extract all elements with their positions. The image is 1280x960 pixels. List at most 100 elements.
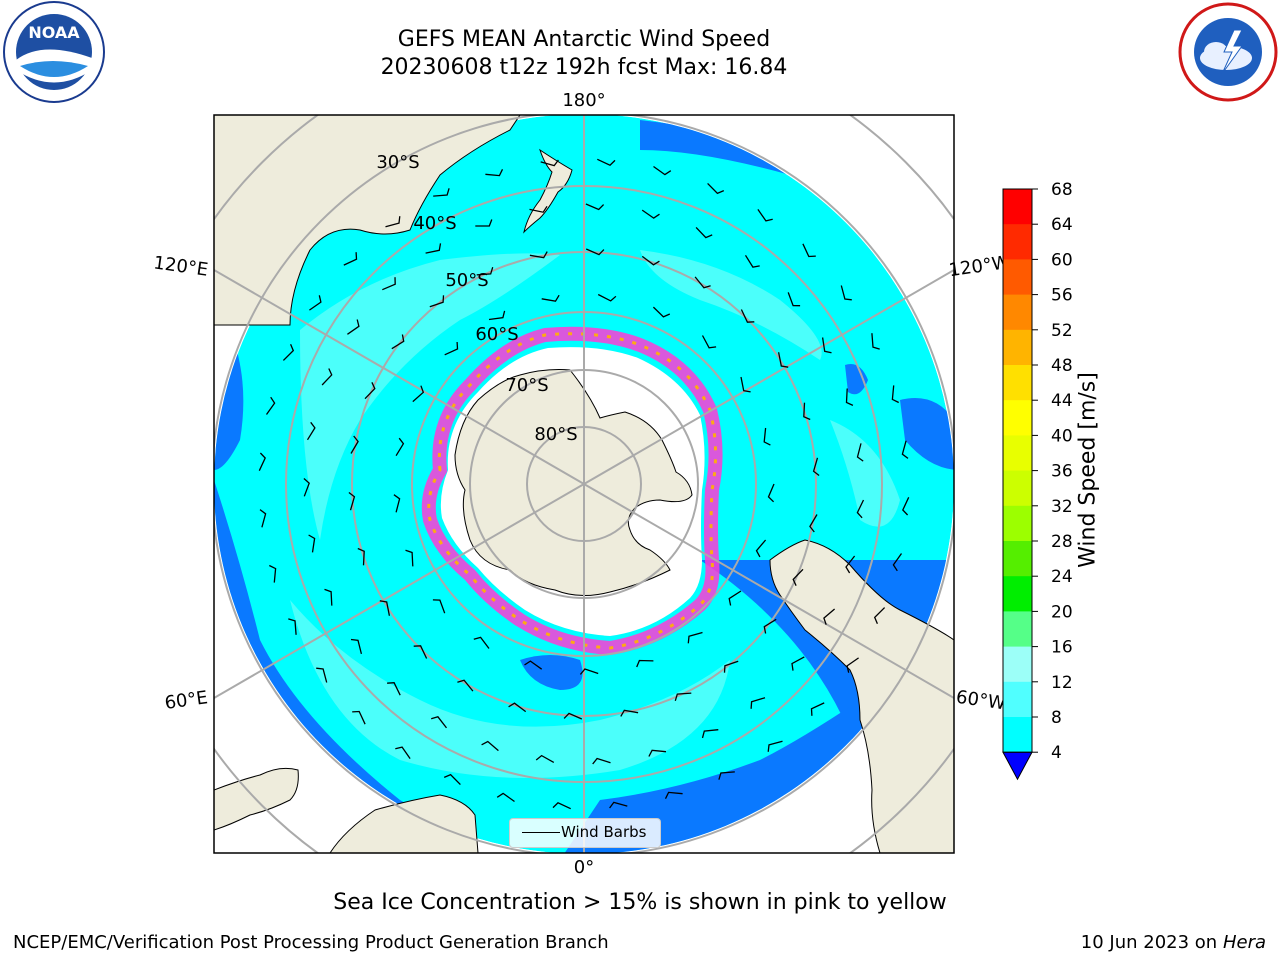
wind-barb xyxy=(641,255,660,266)
wind-barb xyxy=(265,396,276,415)
wind-barb xyxy=(873,607,886,625)
sea-ice-note: Sea Ice Concentration > 15% is shown in … xyxy=(333,890,947,915)
wind-barb xyxy=(674,692,692,701)
wind-barb xyxy=(395,746,411,759)
wind-barb xyxy=(592,757,611,765)
wind-barb xyxy=(810,702,825,716)
wind-barb xyxy=(443,773,461,786)
wind-barb xyxy=(529,251,548,259)
colorbar-tick-label: 12 xyxy=(1051,673,1073,693)
wind-barb xyxy=(412,385,425,403)
wind-barb xyxy=(664,791,683,799)
wind-barb xyxy=(620,709,639,717)
wind-barb xyxy=(728,590,742,606)
wind-barb xyxy=(740,376,751,393)
wind-barb xyxy=(485,169,504,177)
colorbar-tick-label: 20 xyxy=(1051,602,1073,622)
wind-barb xyxy=(535,754,555,763)
wind-barb xyxy=(357,547,365,566)
colorbar-segment xyxy=(1003,224,1032,260)
legend-label: Wind Barbs xyxy=(561,823,647,841)
wind-barb xyxy=(347,319,360,335)
wind-barb xyxy=(585,203,605,211)
wind-barb xyxy=(845,388,854,406)
wind-barb xyxy=(496,792,515,803)
wind-barb xyxy=(653,165,672,176)
chart-title: GEFS MEAN Antarctic Wind Speed xyxy=(397,27,771,52)
colorbar-label: Wind Speed [m/s] xyxy=(1075,372,1101,568)
wind-barb xyxy=(387,682,401,696)
colorbar-segment xyxy=(1003,576,1032,612)
wind-barb xyxy=(350,435,359,454)
wind-barb xyxy=(791,656,805,671)
wind-barb xyxy=(324,588,333,606)
footer-date: 10 Jun 2023 on xyxy=(1080,932,1218,953)
wind-barb xyxy=(488,310,506,321)
legend-line xyxy=(522,832,560,833)
wind-barb xyxy=(792,568,804,586)
footer-timestamp: 10 Jun 2023 on Hera xyxy=(1081,932,1266,953)
colorbar-segment xyxy=(1003,189,1032,225)
wind-barb xyxy=(585,248,605,256)
wind-barb xyxy=(787,292,801,307)
wind-barb xyxy=(348,491,356,511)
wind-barb xyxy=(840,285,852,301)
wind-barb xyxy=(750,697,766,709)
wind-barb xyxy=(701,729,719,739)
colorbar-tick-label: 8 xyxy=(1051,708,1062,728)
wind-barb xyxy=(343,252,358,266)
graticule xyxy=(214,115,954,853)
wind-barb xyxy=(755,539,767,558)
wind-barb xyxy=(856,443,864,462)
meridian-label-120e: 120°E xyxy=(152,252,209,280)
colorbar-segment xyxy=(1003,505,1032,542)
colorbar-tick-label: 64 xyxy=(1051,215,1073,235)
wind-barb xyxy=(767,740,783,752)
wind-barb xyxy=(809,514,818,533)
wind-barb xyxy=(763,618,777,634)
wind-barb xyxy=(321,368,333,386)
wind-barb xyxy=(385,216,401,228)
wind-barb xyxy=(475,219,493,227)
colorbar-segment xyxy=(1003,611,1032,648)
meridian-label-180: 180° xyxy=(562,90,605,111)
wind-barb xyxy=(395,437,405,457)
wind-barb xyxy=(413,645,428,659)
colorbar-segment xyxy=(1003,259,1032,296)
colorbar-extend-arrow xyxy=(1002,751,1033,781)
wind-barb xyxy=(541,294,560,302)
wind-barb xyxy=(563,712,583,720)
colorbar-tick-label: 28 xyxy=(1051,532,1073,552)
wind-barb xyxy=(744,254,760,268)
wind-barb xyxy=(352,710,366,725)
colorbar-tick-label: 16 xyxy=(1051,638,1073,658)
wind-barb xyxy=(648,749,667,757)
wind-barb xyxy=(802,243,816,258)
wind-barb xyxy=(288,618,297,635)
parallel-label-60s: 60°S xyxy=(475,324,518,345)
wind-barb xyxy=(529,205,548,213)
parallel-label-30s: 30°S xyxy=(376,152,419,173)
wind-barb xyxy=(597,158,616,166)
wind-barb xyxy=(823,608,836,625)
wind-barb xyxy=(597,293,617,302)
meridian-label-0: 0° xyxy=(574,857,594,878)
colorbar-tick-label: 36 xyxy=(1051,462,1073,482)
wind-barb xyxy=(508,702,527,713)
wind-barb xyxy=(425,243,442,254)
colorbar-segment xyxy=(1003,365,1032,401)
colorbar-segment xyxy=(1003,329,1032,366)
meridian-label-60w: 60°W xyxy=(955,687,1007,715)
wind-barb xyxy=(641,209,660,219)
wind-barb xyxy=(636,659,654,668)
wind-barb xyxy=(429,295,445,308)
wind-barb xyxy=(845,555,856,574)
colorbar-tick-label: 52 xyxy=(1051,321,1073,341)
wind-barb xyxy=(308,534,316,553)
parallel-label-50s: 50°S xyxy=(445,270,488,291)
wind-barb xyxy=(777,352,789,368)
wind-barb xyxy=(473,636,490,649)
colorbar-tick-label: 4 xyxy=(1051,743,1062,763)
wind-barb xyxy=(707,182,725,195)
